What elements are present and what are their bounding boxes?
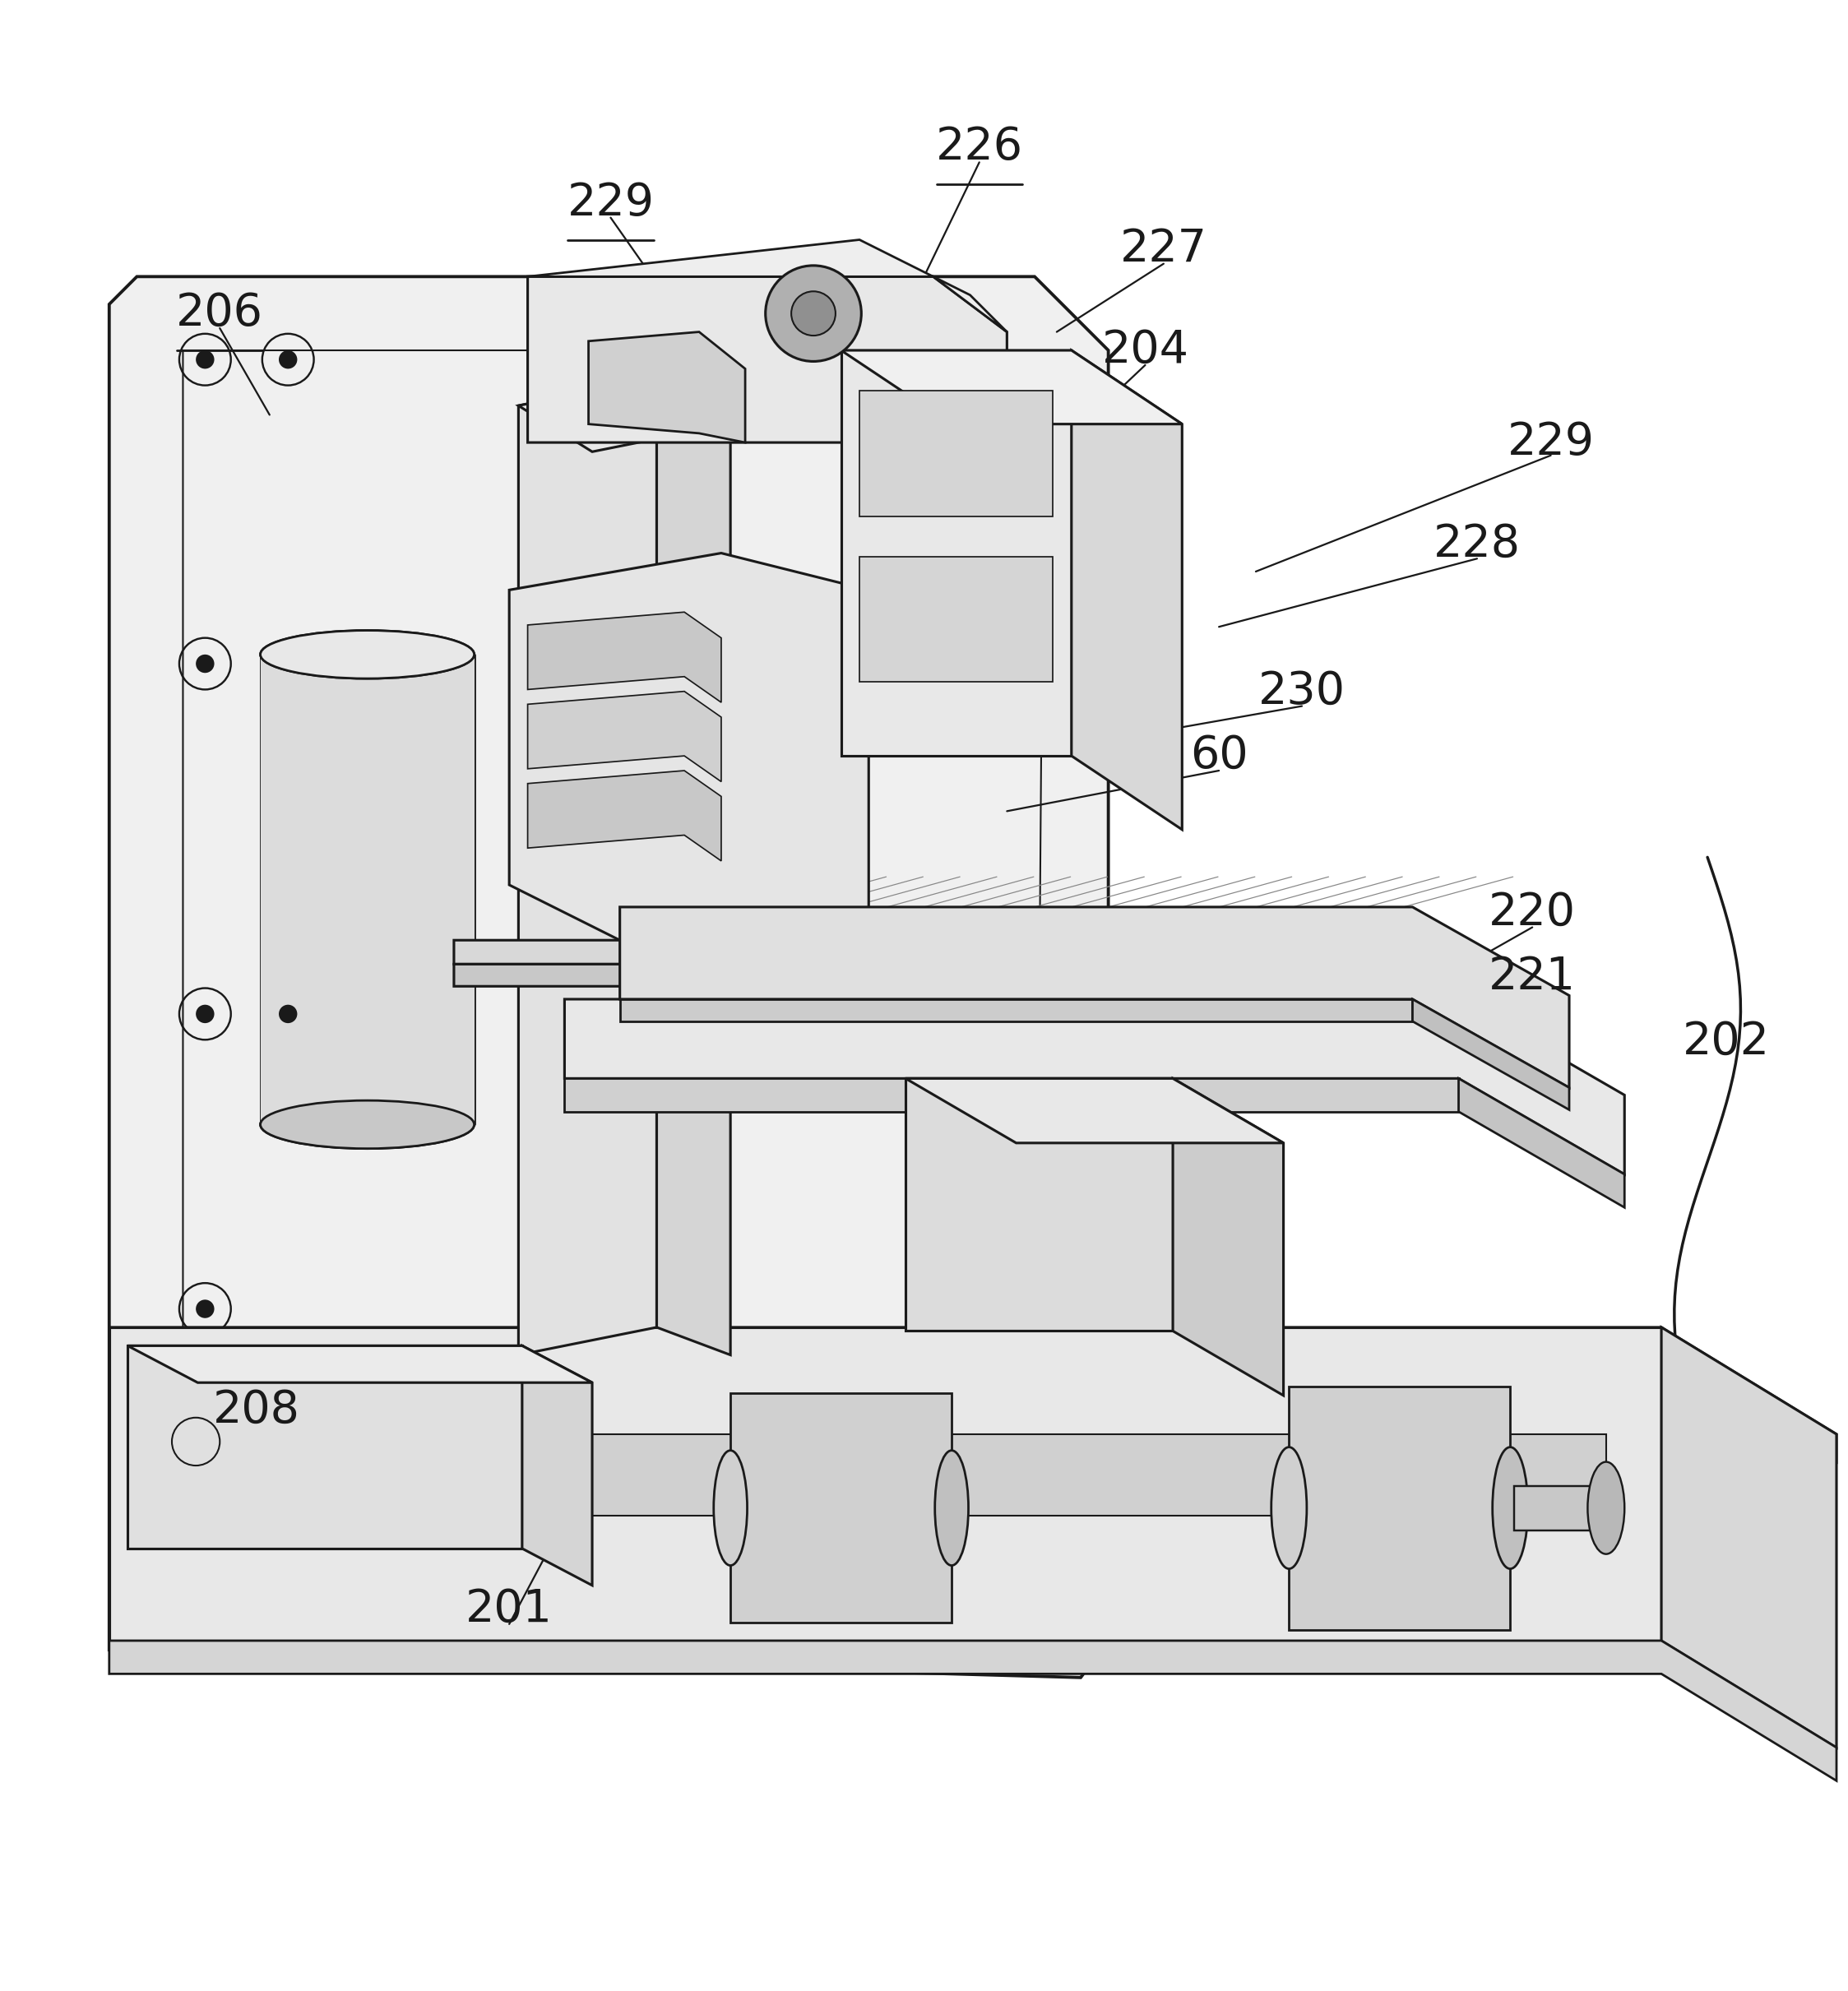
- Polygon shape: [841, 350, 1183, 424]
- Polygon shape: [1072, 350, 1183, 830]
- Polygon shape: [619, 999, 1412, 1021]
- Polygon shape: [730, 1394, 952, 1623]
- Text: 202: 202: [1682, 1019, 1770, 1063]
- Ellipse shape: [261, 631, 475, 679]
- Polygon shape: [109, 1328, 1837, 1461]
- Circle shape: [196, 350, 214, 368]
- Polygon shape: [1514, 1485, 1606, 1529]
- Polygon shape: [619, 908, 1569, 1087]
- Polygon shape: [1173, 1079, 1284, 1396]
- Polygon shape: [656, 378, 730, 1356]
- Polygon shape: [128, 1346, 523, 1549]
- Ellipse shape: [1587, 1461, 1624, 1555]
- Polygon shape: [906, 1079, 1284, 1143]
- Polygon shape: [529, 277, 1007, 498]
- Circle shape: [970, 350, 989, 368]
- Text: 220: 220: [1489, 890, 1576, 934]
- Circle shape: [279, 1005, 298, 1023]
- Ellipse shape: [935, 1449, 968, 1565]
- Ellipse shape: [1271, 1447, 1307, 1569]
- Bar: [869, 317, 915, 350]
- Polygon shape: [1458, 1079, 1624, 1207]
- Polygon shape: [510, 553, 869, 958]
- Circle shape: [196, 655, 214, 673]
- Circle shape: [791, 291, 835, 336]
- Text: 206: 206: [176, 291, 264, 336]
- Polygon shape: [1661, 1328, 1837, 1748]
- Ellipse shape: [261, 1101, 475, 1149]
- Polygon shape: [529, 771, 721, 860]
- Text: 227: 227: [1120, 227, 1207, 271]
- Text: 229: 229: [1508, 420, 1595, 464]
- Polygon shape: [564, 999, 1624, 1175]
- Text: 228: 228: [1434, 522, 1521, 565]
- Polygon shape: [859, 557, 1053, 683]
- Polygon shape: [261, 655, 475, 1125]
- Polygon shape: [523, 1346, 591, 1585]
- Polygon shape: [529, 239, 1007, 332]
- Polygon shape: [128, 1346, 591, 1382]
- Text: 230: 230: [1258, 669, 1345, 713]
- Ellipse shape: [713, 1449, 747, 1565]
- Polygon shape: [109, 277, 1109, 1678]
- Circle shape: [196, 1005, 214, 1023]
- Polygon shape: [519, 378, 656, 1356]
- Ellipse shape: [1493, 1447, 1528, 1569]
- Circle shape: [196, 1300, 214, 1318]
- Polygon shape: [529, 691, 721, 782]
- Polygon shape: [519, 378, 730, 452]
- Circle shape: [1035, 414, 1053, 434]
- Polygon shape: [573, 1434, 1606, 1515]
- Circle shape: [765, 265, 861, 362]
- Polygon shape: [1290, 1386, 1510, 1629]
- Text: 226: 226: [935, 125, 1024, 169]
- Polygon shape: [529, 611, 721, 703]
- Polygon shape: [564, 1079, 1458, 1111]
- Text: 60: 60: [1190, 733, 1247, 778]
- Polygon shape: [859, 390, 1053, 516]
- Polygon shape: [109, 1328, 1661, 1641]
- Polygon shape: [1412, 999, 1569, 1109]
- Polygon shape: [841, 350, 1072, 757]
- Polygon shape: [588, 332, 745, 442]
- Text: 208: 208: [213, 1388, 299, 1432]
- Polygon shape: [455, 940, 1220, 992]
- Text: 204: 204: [1101, 329, 1188, 372]
- Circle shape: [279, 350, 298, 368]
- Ellipse shape: [261, 631, 475, 679]
- Polygon shape: [455, 964, 1220, 1013]
- Polygon shape: [109, 1641, 1837, 1780]
- Polygon shape: [906, 1079, 1173, 1332]
- Text: 229: 229: [567, 181, 654, 225]
- Ellipse shape: [261, 1101, 475, 1149]
- Text: 201: 201: [466, 1587, 553, 1631]
- Text: 221: 221: [1489, 956, 1576, 999]
